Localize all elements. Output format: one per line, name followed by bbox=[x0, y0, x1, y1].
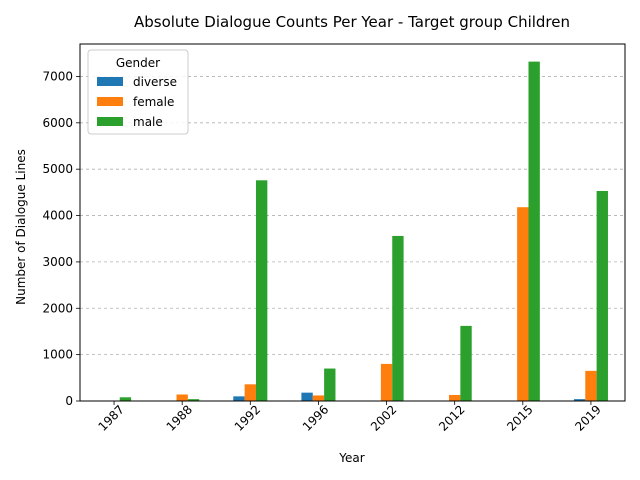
x-tick-label: 2012 bbox=[436, 402, 467, 433]
y-axis-label: Number of Dialogue Lines bbox=[14, 149, 28, 305]
bar-female-1996 bbox=[312, 395, 325, 401]
bar-female-1992 bbox=[244, 384, 256, 401]
y-axis-ticks: 0 1000 2000 3000 4000 5000 6000 7000 bbox=[42, 69, 80, 408]
y-tick-label: 5000 bbox=[42, 162, 73, 176]
x-tick-label: 2002 bbox=[368, 402, 399, 433]
bar-diverse-1992 bbox=[233, 396, 245, 401]
y-tick-label: 6000 bbox=[42, 116, 73, 130]
bar-male-1988 bbox=[187, 399, 200, 401]
bar-male-1992 bbox=[255, 180, 268, 401]
bar-diverse-1996 bbox=[301, 392, 313, 401]
bar-male-2002 bbox=[392, 235, 404, 401]
x-tick-label: 1992 bbox=[232, 402, 263, 433]
bar-male-1996 bbox=[324, 368, 336, 401]
bar-male-2019 bbox=[596, 190, 608, 401]
bar-male-2015 bbox=[528, 61, 540, 401]
y-tick-label: 1000 bbox=[42, 348, 73, 362]
x-tick-label: 2015 bbox=[504, 402, 535, 433]
legend-label-diverse: diverse bbox=[133, 75, 177, 89]
legend: Gender diverse female male bbox=[87, 49, 189, 135]
bar-male-1987 bbox=[119, 397, 132, 401]
bar-female-2015 bbox=[517, 207, 529, 401]
legend-label-female: female bbox=[133, 95, 174, 109]
y-tick-label: 3000 bbox=[42, 255, 73, 269]
legend-title: Gender bbox=[116, 56, 160, 70]
x-axis-ticks: 1987 1988 1992 1996 2002 2012 2015 2019 bbox=[95, 401, 604, 434]
bar-female-2019 bbox=[585, 370, 597, 401]
legend-swatch-diverse bbox=[97, 77, 123, 86]
bar-male-2012 bbox=[460, 325, 472, 401]
legend-swatch-male bbox=[97, 117, 123, 126]
plot-frame bbox=[79, 43, 626, 402]
x-axis-label: Year bbox=[338, 451, 364, 465]
x-tick-label: 1987 bbox=[95, 402, 126, 433]
y-tick-label: 4000 bbox=[42, 209, 73, 223]
bar-female-2002 bbox=[380, 363, 393, 401]
x-tick-label: 1996 bbox=[300, 402, 331, 433]
legend-label-male: male bbox=[133, 115, 163, 129]
y-tick-label: 2000 bbox=[42, 301, 73, 315]
legend-box bbox=[87, 49, 189, 135]
y-tick-label: 7000 bbox=[42, 69, 73, 83]
bars bbox=[108, 61, 608, 401]
x-tick-label: 1988 bbox=[164, 402, 195, 433]
y-tick-label: 0 bbox=[65, 394, 73, 408]
x-tick-label: 2019 bbox=[572, 402, 603, 433]
legend-swatch-female bbox=[97, 97, 123, 106]
chart-title: Absolute Dialogue Counts Per Year - Targ… bbox=[134, 13, 570, 31]
bar-female-2012 bbox=[449, 394, 461, 401]
bar-diverse-2019 bbox=[573, 399, 586, 401]
bar-female-1988 bbox=[176, 394, 188, 401]
